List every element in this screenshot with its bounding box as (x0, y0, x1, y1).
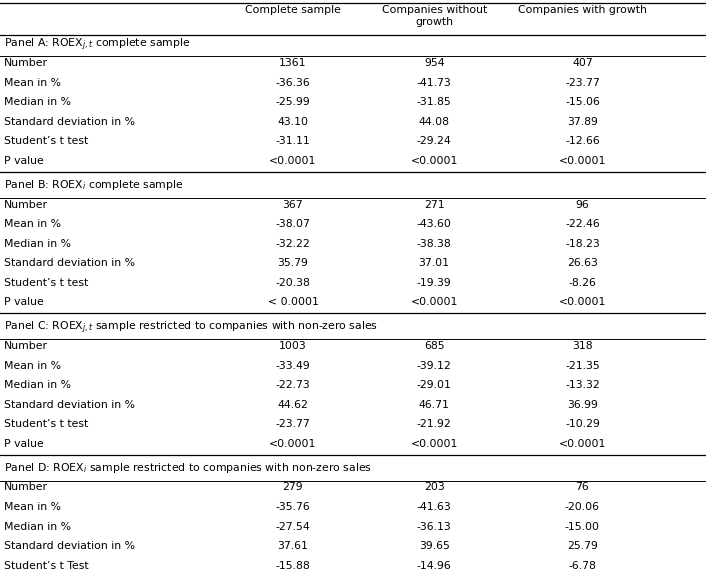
Text: <0.0001: <0.0001 (410, 297, 458, 307)
Text: -38.07: -38.07 (275, 219, 311, 229)
Text: -19.39: -19.39 (417, 278, 452, 288)
Text: -22.46: -22.46 (565, 219, 600, 229)
Text: -23.77: -23.77 (275, 419, 311, 429)
Text: 46.71: 46.71 (419, 400, 450, 409)
Text: <0.0001: <0.0001 (269, 156, 317, 166)
Text: 96: 96 (575, 200, 590, 209)
Text: Panel A: ROEX$_{j,t}$ complete sample: Panel A: ROEX$_{j,t}$ complete sample (4, 36, 190, 53)
Text: Student’s t Test: Student’s t Test (4, 561, 88, 570)
Text: 367: 367 (282, 200, 304, 209)
Text: Companies with growth: Companies with growth (518, 5, 647, 15)
Text: -32.22: -32.22 (275, 239, 311, 248)
Text: -21.35: -21.35 (565, 361, 600, 370)
Text: Student’s t test: Student’s t test (4, 136, 88, 146)
Text: 407: 407 (572, 58, 593, 68)
Text: Number: Number (4, 200, 47, 209)
Text: -27.54: -27.54 (275, 522, 311, 531)
Text: 26.63: 26.63 (567, 258, 598, 268)
Text: 35.79: 35.79 (277, 258, 309, 268)
Text: Panel D: ROEX$_{i}$ sample restricted to companies with non-zero sales: Panel D: ROEX$_{i}$ sample restricted to… (4, 461, 371, 474)
Text: 271: 271 (424, 200, 445, 209)
Text: Panel C: ROEX$_{j,t}$ sample restricted to companies with non-zero sales: Panel C: ROEX$_{j,t}$ sample restricted … (4, 319, 378, 336)
Text: Number: Number (4, 482, 47, 492)
Text: -21.92: -21.92 (417, 419, 452, 429)
Text: -33.49: -33.49 (275, 361, 311, 370)
Text: -15.00: -15.00 (565, 522, 600, 531)
Text: Median in %: Median in % (4, 380, 71, 390)
Text: -15.88: -15.88 (275, 561, 311, 570)
Text: Median in %: Median in % (4, 239, 71, 248)
Text: 37.61: 37.61 (277, 541, 309, 551)
Text: <0.0001: <0.0001 (410, 156, 458, 166)
Text: 279: 279 (282, 482, 304, 492)
Text: 1003: 1003 (279, 341, 307, 351)
Text: -22.73: -22.73 (275, 380, 311, 390)
Text: P value: P value (4, 439, 43, 449)
Text: Mean in %: Mean in % (4, 78, 61, 87)
Text: 203: 203 (424, 482, 445, 492)
Text: Student’s t test: Student’s t test (4, 278, 88, 288)
Text: <0.0001: <0.0001 (558, 156, 606, 166)
Text: <0.0001: <0.0001 (558, 297, 606, 307)
Text: < 0.0001: < 0.0001 (268, 297, 318, 307)
Text: Median in %: Median in % (4, 97, 71, 107)
Text: 25.79: 25.79 (567, 541, 598, 551)
Text: <0.0001: <0.0001 (269, 439, 317, 449)
Text: -25.99: -25.99 (275, 97, 311, 107)
Text: Standard deviation in %: Standard deviation in % (4, 117, 135, 126)
Text: 39.65: 39.65 (419, 541, 450, 551)
Text: -31.85: -31.85 (417, 97, 452, 107)
Text: -36.13: -36.13 (417, 522, 452, 531)
Text: -15.06: -15.06 (565, 97, 600, 107)
Text: 43.10: 43.10 (277, 117, 309, 126)
Text: P value: P value (4, 297, 43, 307)
Text: -36.36: -36.36 (275, 78, 311, 87)
Text: Number: Number (4, 341, 47, 351)
Text: -14.96: -14.96 (417, 561, 452, 570)
Text: <0.0001: <0.0001 (558, 439, 606, 449)
Text: Student’s t test: Student’s t test (4, 419, 88, 429)
Text: -18.23: -18.23 (565, 239, 600, 248)
Text: -29.01: -29.01 (417, 380, 452, 390)
Text: 318: 318 (572, 341, 593, 351)
Text: 685: 685 (424, 341, 445, 351)
Text: Number: Number (4, 58, 47, 68)
Text: P value: P value (4, 156, 43, 166)
Text: Mean in %: Mean in % (4, 502, 61, 512)
Text: 1361: 1361 (280, 58, 306, 68)
Text: Panel B: ROEX$_{i}$ complete sample: Panel B: ROEX$_{i}$ complete sample (4, 178, 183, 191)
Text: Companies without
growth: Companies without growth (381, 5, 487, 27)
Text: Complete sample: Complete sample (245, 5, 341, 15)
Text: 76: 76 (575, 482, 590, 492)
Text: 954: 954 (424, 58, 445, 68)
Text: -20.06: -20.06 (565, 502, 600, 512)
Text: 44.08: 44.08 (419, 117, 450, 126)
Text: -12.66: -12.66 (565, 136, 600, 146)
Text: 37.89: 37.89 (567, 117, 598, 126)
Text: -41.63: -41.63 (417, 502, 452, 512)
Text: -35.76: -35.76 (275, 502, 311, 512)
Text: 36.99: 36.99 (567, 400, 598, 409)
Text: -41.73: -41.73 (417, 78, 452, 87)
Text: -43.60: -43.60 (417, 219, 452, 229)
Text: -39.12: -39.12 (417, 361, 452, 370)
Text: -23.77: -23.77 (565, 78, 600, 87)
Text: -38.38: -38.38 (417, 239, 452, 248)
Text: -6.78: -6.78 (568, 561, 597, 570)
Text: -20.38: -20.38 (275, 278, 311, 288)
Text: -31.11: -31.11 (275, 136, 311, 146)
Text: -10.29: -10.29 (565, 419, 600, 429)
Text: Standard deviation in %: Standard deviation in % (4, 541, 135, 551)
Text: -29.24: -29.24 (417, 136, 452, 146)
Text: -8.26: -8.26 (568, 278, 597, 288)
Text: -13.32: -13.32 (565, 380, 600, 390)
Text: Standard deviation in %: Standard deviation in % (4, 258, 135, 268)
Text: Standard deviation in %: Standard deviation in % (4, 400, 135, 409)
Text: <0.0001: <0.0001 (410, 439, 458, 449)
Text: 37.01: 37.01 (419, 258, 450, 268)
Text: Mean in %: Mean in % (4, 361, 61, 370)
Text: Mean in %: Mean in % (4, 219, 61, 229)
Text: Median in %: Median in % (4, 522, 71, 531)
Text: 44.62: 44.62 (277, 400, 309, 409)
